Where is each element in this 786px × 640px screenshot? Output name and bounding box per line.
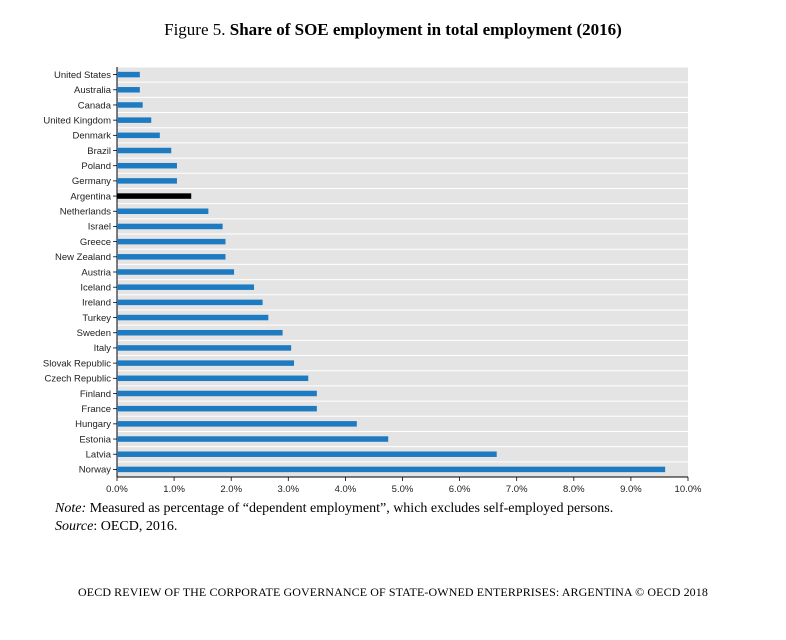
bar	[117, 299, 263, 306]
category-label: Ireland	[82, 298, 111, 309]
x-tick-label: 6.0%	[449, 484, 471, 495]
category-label: Denmark	[72, 131, 111, 142]
category-label: Turkey	[82, 313, 111, 324]
x-tick-label: 3.0%	[277, 484, 299, 495]
category-label: Norway	[79, 465, 111, 476]
x-tick-label: 0.0%	[106, 484, 128, 495]
bar	[117, 375, 309, 382]
bar	[117, 238, 226, 245]
bar	[117, 178, 177, 184]
category-label: Finland	[80, 389, 111, 400]
category-label: Poland	[81, 161, 111, 172]
bar	[117, 329, 283, 336]
category-label: Argentina	[70, 191, 111, 202]
bar	[117, 269, 235, 275]
bar	[117, 284, 255, 290]
note-line: Note: Measured as percentage of “depende…	[55, 500, 613, 518]
bar	[117, 360, 295, 366]
bar	[117, 147, 172, 154]
figure-prefix: Figure 5.	[164, 20, 226, 39]
bar	[117, 117, 152, 123]
category-label: Germany	[72, 176, 111, 187]
category-label: Greece	[80, 237, 111, 248]
x-tick-label: 1.0%	[163, 484, 185, 495]
figure-title: Figure 5. Share of SOE employment in tot…	[0, 20, 786, 40]
bar	[117, 436, 389, 442]
category-label: Latvia	[86, 450, 112, 461]
bar	[117, 466, 666, 473]
x-tick-label: 5.0%	[392, 484, 414, 495]
bar	[117, 254, 226, 260]
source-text: : OECD, 2016.	[93, 519, 178, 534]
category-label: United States	[54, 70, 111, 81]
bar	[117, 345, 292, 351]
category-label: Iceland	[80, 282, 111, 293]
bar	[117, 223, 223, 230]
bar	[117, 314, 269, 321]
category-label: Austria	[81, 267, 111, 278]
bar-highlight	[117, 193, 192, 199]
source-line: Source: OECD, 2016.	[55, 518, 613, 536]
x-tick-label: 2.0%	[220, 484, 242, 495]
x-tick-label: 4.0%	[335, 484, 357, 495]
bar	[117, 102, 143, 108]
note-text: Measured as percentage of “dependent emp…	[86, 501, 614, 516]
category-label: Netherlands	[60, 207, 111, 218]
category-label: France	[81, 404, 111, 415]
bar	[117, 87, 140, 93]
category-label: Sweden	[77, 328, 111, 339]
category-label: Czech Republic	[44, 374, 111, 385]
category-label: Canada	[78, 100, 112, 111]
bar	[117, 208, 209, 215]
source-label: Source	[55, 519, 94, 534]
category-label: Israel	[88, 222, 111, 233]
category-label: Australia	[74, 85, 112, 96]
category-label: Estonia	[79, 434, 111, 445]
category-label: Hungary	[75, 419, 111, 430]
category-label: New Zealand	[55, 252, 111, 263]
x-tick-label: 10.0%	[675, 484, 702, 495]
category-label: Brazil	[87, 146, 111, 157]
category-label: Slovak Republic	[43, 358, 111, 369]
x-tick-label: 8.0%	[563, 484, 585, 495]
bar	[117, 132, 160, 139]
bar	[117, 390, 317, 397]
bar-chart: United States Australia Canada United Kingd…	[43, 66, 702, 495]
note-label: Note:	[55, 501, 87, 516]
category-label: Italy	[94, 343, 112, 354]
figure-title-text: Share of SOE employment in total employm…	[229, 20, 622, 39]
bar	[117, 71, 140, 78]
category-label: United Kingdom	[43, 115, 111, 126]
x-tick-label: 7.0%	[506, 484, 528, 495]
bar	[117, 421, 357, 427]
bar	[117, 162, 177, 169]
bar	[117, 451, 497, 457]
bar	[117, 405, 317, 412]
chart-notes: Note: Measured as percentage of “depende…	[55, 500, 613, 536]
x-tick-label: 9.0%	[620, 484, 642, 495]
page-footer: OECD REVIEW OF THE CORPORATE GOVERNANCE …	[78, 585, 708, 599]
